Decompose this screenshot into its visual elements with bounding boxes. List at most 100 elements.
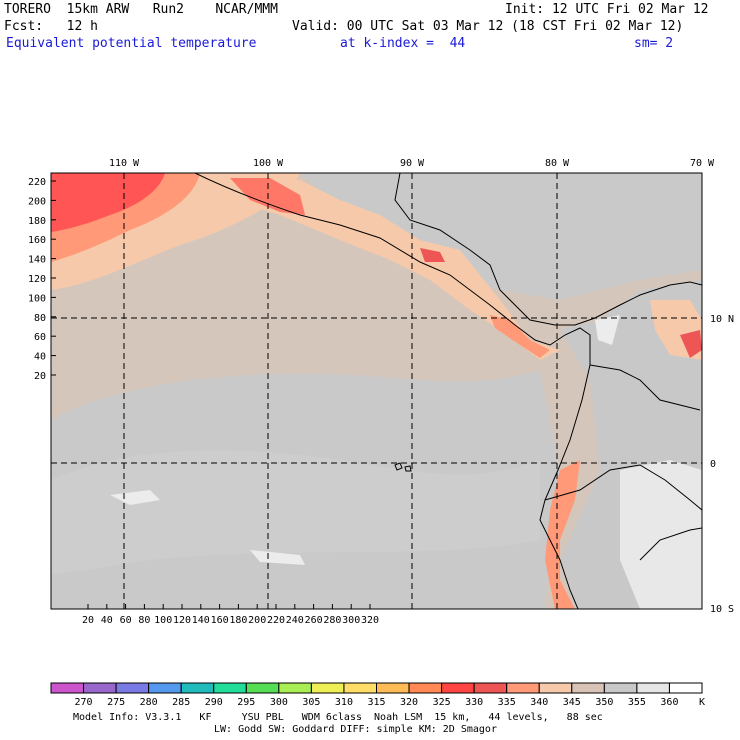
colorbar-swatch [408, 682, 443, 694]
light-patch-3 [595, 315, 620, 345]
x-tick-label: 140 [192, 615, 210, 626]
border-colombia [589, 364, 701, 411]
colorbar-swatch [668, 682, 703, 694]
gridlines [51, 173, 702, 609]
y-tick-labels: 220 200 180 160 140 120 100 80 60 40 20 [28, 177, 46, 382]
colorbar [50, 682, 703, 694]
lon-label: 80 W [545, 158, 570, 169]
colorbar-swatch [310, 682, 345, 694]
coastlines [194, 173, 702, 609]
colorbar-swatch [115, 682, 150, 694]
colorbar-label: 270 [75, 697, 93, 708]
colorbar-swatch [180, 682, 215, 694]
light-patch-2 [250, 550, 305, 565]
y-tick-label: 160 [28, 235, 46, 246]
colorbar-label: 305 [302, 697, 320, 708]
x-tick-label: 320 [361, 615, 379, 626]
model-info: Model Info: V3.3.1 KF YSU PBL WDM 6class… [73, 712, 603, 723]
axis-ticks [51, 180, 371, 609]
y-tick-label: 200 [28, 196, 46, 207]
y-tick-label: 220 [28, 177, 46, 188]
colorbar-swatch [343, 682, 378, 694]
smoothing: sm= 2 [634, 36, 674, 51]
colorbar-swatch [473, 682, 508, 694]
border-bolivia [639, 527, 702, 561]
coastline-caribbean [394, 173, 702, 326]
border-peru [544, 464, 702, 511]
lon-label: 100 W [253, 158, 284, 169]
colorbar-swatch [278, 682, 312, 694]
hot-region-costa-rica [490, 315, 550, 358]
x-tick-label: 240 [286, 615, 304, 626]
colorbar-labels: 270 275 280 285 290 295 300 305 310 315 320 325 330 3… [75, 697, 679, 708]
x-tick-label: 300 [342, 615, 360, 626]
colorbar-label: 315 [367, 697, 385, 708]
colorbar-swatch [571, 682, 605, 694]
model-title: TORERO 15km ARW Run2 NCAR/MMM [4, 2, 278, 17]
lon-label: 90 W [400, 158, 425, 169]
grey-region-north [300, 173, 702, 300]
colorbar-label: 340 [530, 697, 548, 708]
lat-label: 10 N [710, 314, 734, 325]
light-patch-1 [110, 490, 160, 505]
light-region-southeast [620, 460, 702, 609]
colorbar-label: 320 [400, 697, 418, 708]
colorbar-swatch [376, 682, 410, 694]
colorbar-swatch [506, 682, 540, 694]
x-tick-label: 100 [154, 615, 172, 626]
colorbar-label: 310 [335, 697, 353, 708]
colorbar-label: 290 [205, 697, 223, 708]
colorbar-label: 295 [237, 697, 255, 708]
y-tick-label: 100 [28, 293, 46, 304]
colorbar-label: 330 [465, 697, 483, 708]
colorbar-swatch [83, 682, 117, 694]
x-tick-label: 60 [120, 615, 132, 626]
x-tick-label: 260 [305, 615, 323, 626]
x-tick-labels: 20 40 60 80 100 120 140 160 180 200 220 240 260 280 30… [82, 615, 379, 626]
y-tick-label: 60 [34, 332, 46, 343]
physics-info: LW: Godd SW: Goddard DIFF: simple KM: 2D… [214, 724, 497, 735]
colorbar-label: 325 [433, 697, 451, 708]
colorbar-label: 275 [107, 697, 125, 708]
map-frame [50, 172, 703, 610]
hot-region-northwest [51, 173, 165, 232]
colorbar-swatch [441, 682, 475, 694]
x-tick-label: 80 [138, 615, 150, 626]
x-tick-label: 20 [82, 615, 94, 626]
colorbar-swatch [50, 682, 85, 694]
colorbar-label: 285 [172, 697, 190, 708]
colorbar-unit: K [699, 697, 705, 708]
coastline-south-america [539, 364, 591, 609]
y-tick-label: 80 [34, 313, 46, 324]
x-tick-label: 280 [323, 615, 341, 626]
x-tick-label: 40 [101, 615, 113, 626]
x-tick-label: 200 [248, 615, 266, 626]
coastline-central-america [194, 173, 591, 365]
field-name: Equivalent potential temperature [6, 36, 257, 51]
hot-region-venezuela [680, 330, 702, 358]
colorbar-label: 350 [595, 697, 613, 708]
init-time: Init: 12 UTC Fri 02 Mar 12 [505, 2, 709, 17]
colorbar-label: 360 [660, 697, 678, 708]
y-tick-label: 120 [28, 274, 46, 285]
hot-region-honduras [420, 248, 445, 262]
colorbar-label: 335 [498, 697, 516, 708]
theta-e-field [51, 173, 702, 609]
axis-labels: 110 W 100 W 90 W 80 W 70 W 10 N 0 10 S [109, 158, 734, 615]
grey-region-mid [51, 450, 540, 575]
colorbar-label: 355 [628, 697, 646, 708]
colorbar-label: 280 [140, 697, 158, 708]
colorbar-swatch [245, 682, 280, 694]
colorbar-swatch [538, 682, 573, 694]
colorbar-swatch [603, 682, 638, 694]
galapagos [394, 462, 412, 472]
y-tick-label: 140 [28, 255, 46, 266]
x-tick-label: 120 [173, 615, 191, 626]
valid-time: Valid: 00 UTC Sat 03 Mar 12 (18 CST Fri … [292, 19, 684, 34]
x-tick-label: 180 [229, 615, 247, 626]
y-tick-label: 20 [34, 371, 46, 382]
colorbar-swatch [636, 682, 670, 694]
lon-label: 110 W [109, 158, 140, 169]
colorbar-label: 300 [270, 697, 288, 708]
